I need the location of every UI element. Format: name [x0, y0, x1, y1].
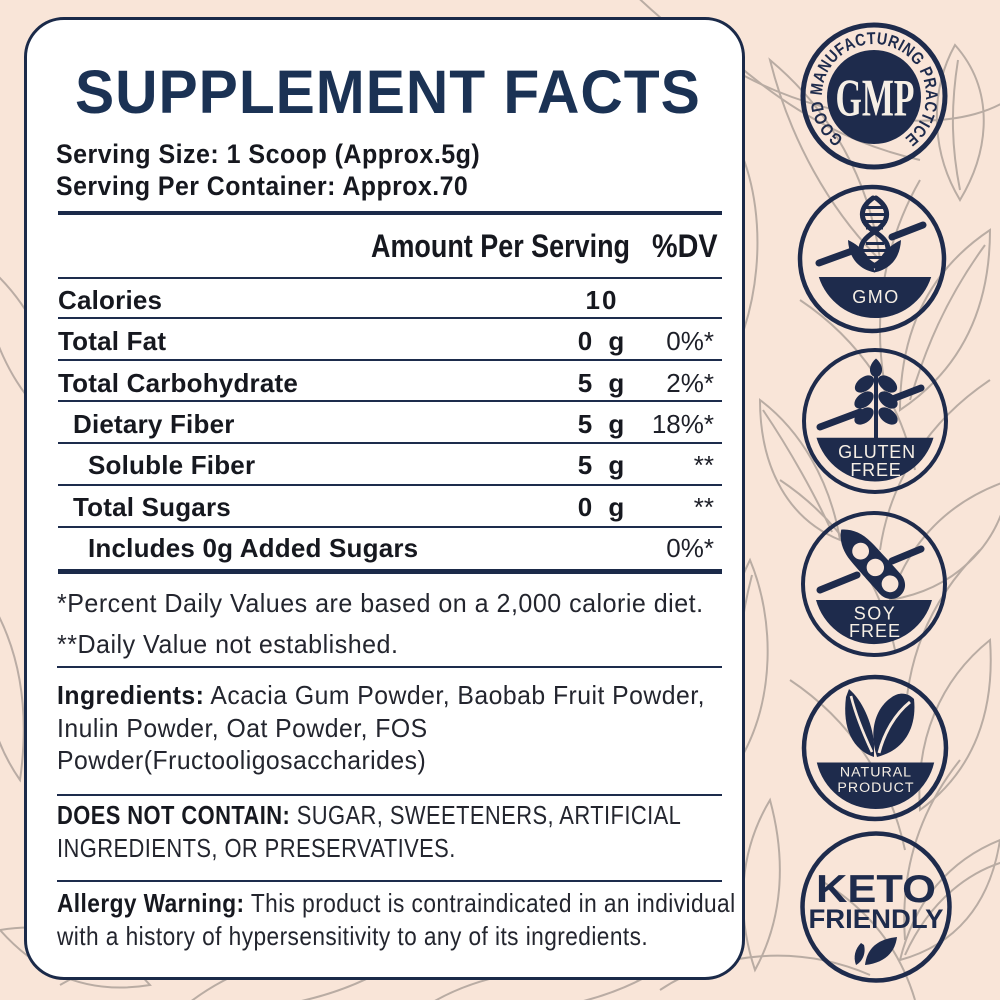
svg-text:PRODUCT: PRODUCT: [837, 780, 914, 796]
svg-text:NATURAL: NATURAL: [840, 765, 912, 781]
svg-text:FRIENDLY: FRIENDLY: [809, 904, 944, 934]
svg-text:SOY: SOY: [854, 604, 897, 624]
svg-text:KETO: KETO: [816, 868, 936, 911]
svg-text:FREE: FREE: [849, 621, 901, 641]
svg-text:GLUTEN: GLUTEN: [838, 442, 916, 462]
svg-text:GMO: GMO: [852, 287, 900, 307]
svg-text:GMP: GMP: [836, 70, 915, 128]
svg-text:FREE: FREE: [850, 460, 901, 480]
